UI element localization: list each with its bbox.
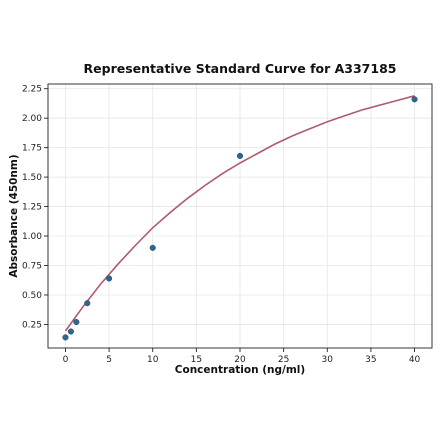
data-point bbox=[149, 244, 156, 251]
y-tick-label: 2.00 bbox=[22, 114, 42, 124]
x-tick-label: 40 bbox=[409, 355, 421, 365]
y-tick-label: 0.25 bbox=[22, 320, 42, 330]
y-tick-label: 0.50 bbox=[22, 291, 42, 301]
data-point bbox=[106, 275, 113, 282]
y-tick-label: 1.50 bbox=[22, 173, 42, 183]
grid bbox=[48, 84, 432, 348]
y-tick-label: 1.75 bbox=[22, 144, 42, 154]
x-tick-label: 20 bbox=[234, 355, 246, 365]
data-point bbox=[84, 300, 91, 307]
data-point bbox=[62, 334, 69, 341]
x-tick-label: 25 bbox=[278, 355, 289, 365]
y-tick-label: 1.00 bbox=[22, 232, 42, 242]
x-tick-label: 10 bbox=[147, 355, 159, 365]
data-point bbox=[411, 96, 418, 103]
chart-title: Representative Standard Curve for A33718… bbox=[84, 61, 397, 76]
data-point bbox=[67, 328, 74, 335]
y-axis-ticks: 0.25 0.50 0.75 1.00 1.25 1.50 1.75 2.00 2.25 bbox=[22, 85, 48, 330]
x-axis-ticks: 0 5 10 15 20 25 30 35 40 bbox=[63, 348, 421, 365]
x-tick-label: 0 bbox=[63, 355, 69, 365]
x-tick-label: 35 bbox=[365, 355, 376, 365]
x-axis-label: Concentration (ng/ml) bbox=[175, 364, 305, 376]
y-axis-label: Absorbance (450nm) bbox=[8, 154, 20, 277]
y-tick-label: 0.75 bbox=[22, 262, 42, 272]
fitted-curve-line bbox=[64, 95, 415, 332]
x-tick-label: 5 bbox=[106, 355, 112, 365]
fitted-curve-layer bbox=[64, 95, 415, 332]
data-points-layer bbox=[62, 96, 418, 341]
x-tick-label: 30 bbox=[322, 355, 334, 365]
x-tick-label: 15 bbox=[191, 355, 202, 365]
y-tick-label: 2.25 bbox=[22, 85, 42, 95]
data-point bbox=[73, 319, 80, 326]
y-tick-label: 1.25 bbox=[22, 203, 42, 213]
data-point bbox=[236, 152, 244, 159]
